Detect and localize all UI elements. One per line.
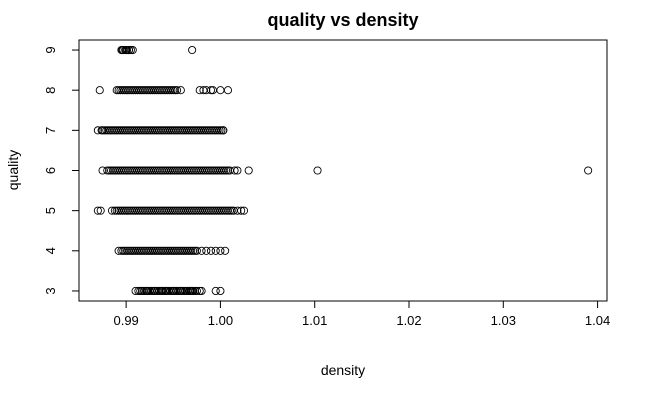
scatter-point	[110, 206, 119, 215]
scatter-point	[239, 206, 249, 215]
scatter-point	[188, 45, 197, 55]
scatter-point	[216, 286, 225, 296]
scatter-point	[124, 45, 134, 55]
chart-title: quality vs density	[267, 10, 418, 30]
scatter-point	[167, 86, 176, 95]
scatter-point	[216, 86, 225, 95]
scatter-point	[97, 126, 106, 135]
points-layer	[93, 45, 593, 296]
scatter-point	[206, 246, 216, 255]
scatter-point	[114, 246, 123, 255]
scatter-point	[215, 126, 224, 135]
scatter-point	[192, 286, 201, 296]
scatter-point	[176, 86, 185, 95]
scatter-point	[172, 286, 181, 296]
scatter-point	[202, 246, 211, 255]
scatter-point	[96, 206, 105, 215]
scatter-point	[217, 126, 226, 135]
scatter-point	[202, 86, 211, 95]
scatter-point	[227, 206, 236, 215]
y-tick-label: 4	[43, 247, 58, 254]
scatter-point	[206, 86, 216, 95]
scatter-point	[233, 166, 242, 175]
scatter-point	[584, 166, 593, 175]
scatter-point	[173, 86, 182, 95]
scatter-point	[208, 86, 217, 95]
scatter-point	[230, 166, 239, 175]
scatter-point	[216, 246, 225, 255]
scatter-point	[220, 166, 229, 175]
scatter-point	[190, 246, 200, 255]
scatter-point	[222, 166, 231, 175]
scatter-point	[93, 206, 102, 215]
x-tick-label: 1.00	[208, 313, 233, 328]
x-tick-label: 1.02	[396, 313, 421, 328]
scatter-point	[98, 166, 107, 175]
scatter-point	[95, 86, 104, 95]
scatter-point	[313, 166, 322, 175]
scatter-point	[122, 45, 131, 55]
scatter-point	[128, 45, 137, 55]
scatter-point	[126, 45, 135, 55]
scatter-point	[171, 86, 180, 95]
scatter-point	[134, 286, 143, 296]
y-tick-label: 6	[43, 167, 58, 174]
scatter-point	[223, 166, 233, 175]
scatter-point	[195, 86, 204, 95]
scatter-point	[118, 45, 127, 55]
scatter-point	[211, 286, 220, 296]
y-axis-label: quality	[5, 150, 21, 190]
scatter-point	[189, 246, 198, 255]
scatter-point	[187, 246, 196, 255]
y-tick-label: 3	[43, 287, 58, 294]
scatter-point	[213, 126, 222, 135]
x-tick-label: 0.99	[113, 313, 138, 328]
scatter-point	[244, 166, 253, 175]
scatter-point	[93, 126, 102, 135]
scatter-point	[131, 286, 140, 296]
scatter-point	[233, 206, 242, 215]
scatter-point	[195, 286, 204, 296]
scatter-point	[186, 286, 195, 296]
scatter-point	[138, 286, 147, 296]
scatter-point	[197, 286, 206, 296]
scatter-point	[176, 286, 185, 296]
scatter-point	[223, 206, 233, 215]
scatter-point	[219, 126, 228, 135]
scatter-point	[237, 206, 246, 215]
x-axis: 0.99 1.00 1.01 1.02 1.03 1.04	[113, 300, 610, 328]
y-axis: 3 4 5 6 7 8 9	[43, 46, 80, 295]
scatter-point	[192, 246, 201, 255]
y-tick-label: 5	[43, 207, 58, 214]
x-tick-label: 1.03	[491, 313, 516, 328]
scatter-point	[223, 86, 233, 95]
x-axis-label: density	[321, 362, 365, 378]
scatter-point	[157, 286, 167, 296]
x-tick-label: 1.04	[585, 313, 610, 328]
y-tick-label: 9	[43, 46, 58, 53]
scatter-point	[211, 246, 220, 255]
scatter-point	[183, 286, 192, 296]
x-tick-label: 1.01	[302, 313, 327, 328]
scatter-point	[221, 246, 230, 255]
y-tick-label: 7	[43, 127, 58, 134]
scatter-point	[197, 246, 206, 255]
y-tick-label: 8	[43, 87, 58, 94]
scatter-point	[107, 206, 117, 215]
